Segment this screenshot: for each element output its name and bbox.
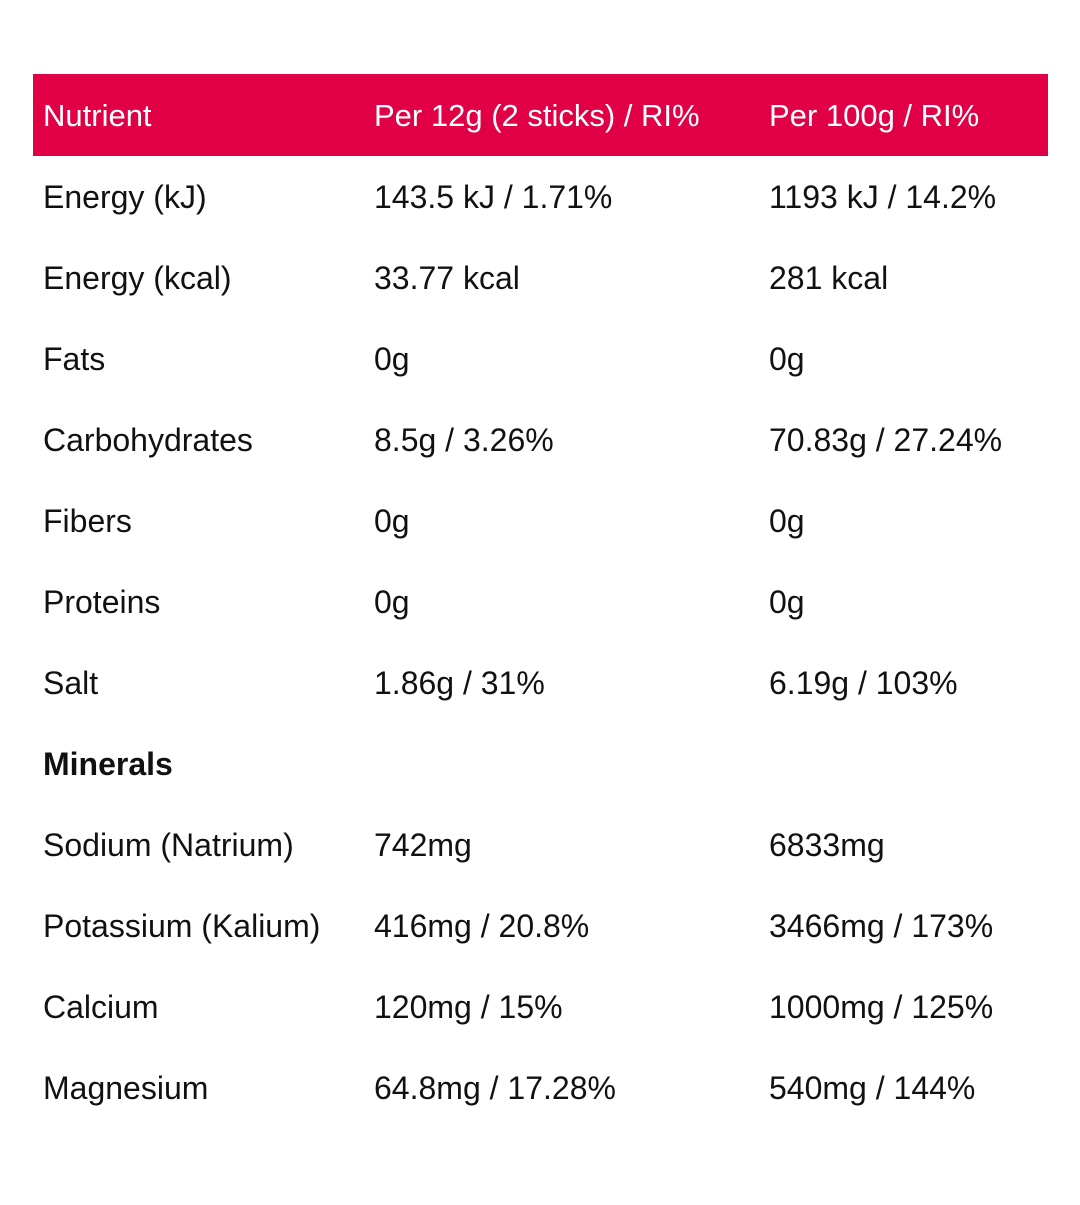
per-12g-value: 0g <box>374 502 410 539</box>
table-row: Carbohydrates 8.5g / 3.26% 70.83g / 27.2… <box>33 399 1048 480</box>
nutrient-name: Fibers <box>43 502 132 539</box>
table-row: Potassium (Kalium) 416mg / 20.8% 3466mg … <box>33 885 1048 966</box>
per-100g-value: 0g <box>769 583 805 620</box>
nutrient-name: Proteins <box>43 583 161 620</box>
per-12g-value: 0g <box>374 583 410 620</box>
nutrient-name: Energy (kJ) <box>43 178 207 215</box>
per-12g-value: 1.86g / 31% <box>374 664 545 701</box>
nutrient-name: Energy (kcal) <box>43 259 232 296</box>
per-100g-value: 1000mg / 125% <box>769 988 994 1025</box>
per-12g-value: 120mg / 15% <box>374 988 563 1025</box>
table-row: Salt 1.86g / 31% 6.19g / 103% <box>33 642 1048 723</box>
header-per-12g: Per 12g (2 sticks) / RI% <box>374 97 700 133</box>
table-row: Energy (kJ) 143.5 kJ / 1.71% 1193 kJ / 1… <box>33 156 1048 237</box>
per-100g-value: 6833mg <box>769 826 885 863</box>
table-row: Energy (kcal) 33.77 kcal 281 kcal <box>33 237 1048 318</box>
per-12g-value: 64.8mg / 17.28% <box>374 1069 616 1106</box>
mineral-name: Sodium (Natrium) <box>43 826 294 863</box>
per-12g-value: 8.5g / 3.26% <box>374 421 554 458</box>
nutrient-name: Carbohydrates <box>43 421 253 458</box>
per-100g-value: 70.83g / 27.24% <box>769 421 1003 458</box>
table-header: Nutrient Per 12g (2 sticks) / RI% Per 10… <box>33 74 1048 156</box>
per-100g-value: 0g <box>769 340 805 377</box>
mineral-name: Potassium (Kalium) <box>43 907 321 944</box>
per-12g-value: 143.5 kJ / 1.71% <box>374 178 613 215</box>
table-row: Fibers 0g 0g <box>33 480 1048 561</box>
table-row: Proteins 0g 0g <box>33 561 1048 642</box>
per-12g-value: 416mg / 20.8% <box>374 907 590 944</box>
table-row: Calcium 120mg / 15% 1000mg / 125% <box>33 966 1048 1047</box>
per-100g-value: 281 kcal <box>769 259 889 296</box>
minerals-heading: Minerals <box>43 745 173 782</box>
per-100g-value: 540mg / 144% <box>769 1069 976 1106</box>
mineral-name: Magnesium <box>43 1069 209 1106</box>
per-100g-value: 6.19g / 103% <box>769 664 958 701</box>
header-per-100g: Per 100g / RI% <box>769 97 980 133</box>
minerals-section-row: Minerals <box>33 723 1048 804</box>
table-row: Magnesium 64.8mg / 17.28% 540mg / 144% <box>33 1047 1048 1128</box>
mineral-name: Calcium <box>43 988 159 1025</box>
nutrient-name: Salt <box>43 664 99 701</box>
nutrition-table: Nutrient Per 12g (2 sticks) / RI% Per 10… <box>33 74 1048 1128</box>
per-100g-value: 0g <box>769 502 805 539</box>
per-12g-value: 33.77 kcal <box>374 259 520 296</box>
nutrient-name: Fats <box>43 340 106 377</box>
table-row: Sodium (Natrium) 742mg 6833mg <box>33 804 1048 885</box>
per-100g-value: 1193 kJ / 14.2% <box>769 178 997 215</box>
per-12g-value: 0g <box>374 340 410 377</box>
per-12g-value: 742mg <box>374 826 472 863</box>
header-nutrient: Nutrient <box>43 97 152 133</box>
per-100g-value: 3466mg / 173% <box>769 907 994 944</box>
table-row: Fats 0g 0g <box>33 318 1048 399</box>
